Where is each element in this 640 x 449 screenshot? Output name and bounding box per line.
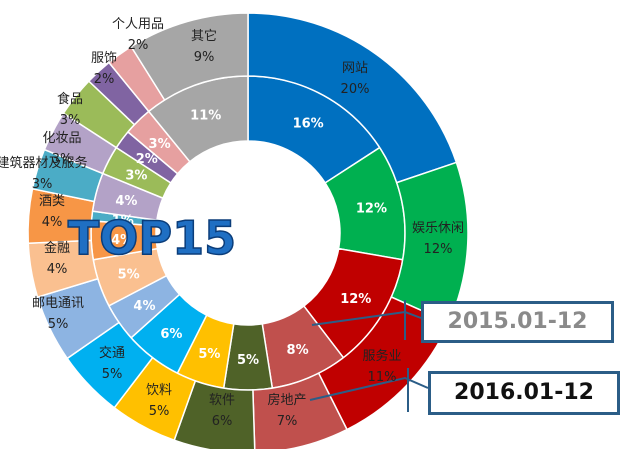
outer-value-8: 4% bbox=[47, 262, 68, 277]
outer-label-5: 饮料 5% bbox=[146, 383, 172, 419]
outer-label-11: 化妆品 3% bbox=[42, 131, 81, 167]
outer-value-9: 4% bbox=[42, 215, 63, 230]
series-2016-label: 2016.01-12 bbox=[428, 371, 620, 415]
outer-value-1: 12% bbox=[424, 242, 453, 257]
inner-value-label-15: 11% bbox=[190, 108, 221, 123]
outer-label-14: 个人用品 2% bbox=[112, 17, 164, 53]
outer-value-7: 5% bbox=[48, 317, 69, 332]
outer-category-5: 饮料 bbox=[146, 383, 172, 398]
inner-value-label-9: 4% bbox=[111, 233, 133, 248]
chart-title: TOP15 bbox=[68, 211, 236, 265]
outer-label-8: 金融 4% bbox=[44, 240, 70, 277]
outer-category-7: 邮电通讯 bbox=[32, 296, 84, 311]
inner-value-label-1: 12% bbox=[356, 202, 387, 217]
inner-value-label-4: 5% bbox=[237, 353, 259, 368]
outer-value-13: 2% bbox=[94, 72, 115, 87]
outer-category-12: 食品 bbox=[57, 91, 83, 107]
outer-label-0: 网站 20% bbox=[341, 61, 370, 97]
outer-category-14: 个人用品 bbox=[112, 17, 164, 32]
outer-value-15: 9% bbox=[194, 50, 215, 65]
inner-value-label-0: 16% bbox=[293, 116, 324, 131]
inner-value-label-12: 3% bbox=[125, 169, 147, 184]
series-2015-label: 2015.01-12 bbox=[421, 301, 614, 343]
inner-value-label-5: 5% bbox=[198, 347, 220, 362]
outer-category-6: 交通 bbox=[99, 345, 125, 361]
outer-category-3: 房地产 bbox=[267, 392, 306, 408]
outer-value-14: 2% bbox=[128, 38, 149, 53]
outer-category-13: 服饰 bbox=[91, 51, 117, 66]
outer-label-10: 建筑器材及服务 3% bbox=[0, 155, 88, 192]
outer-label-3: 房地产 7% bbox=[267, 392, 306, 429]
inner-value-label-2: 12% bbox=[340, 292, 371, 307]
outer-label-9: 酒类 4% bbox=[39, 194, 65, 230]
outer-value-4: 6% bbox=[212, 414, 233, 429]
outer-label-15: 其它 9% bbox=[191, 28, 217, 65]
labels-layer: 16%12%12%8%5%5%6%4%5%4%1%4%3%2%3%11%网站 20… bbox=[0, 17, 464, 429]
outer-value-0: 20% bbox=[341, 82, 370, 97]
leader-lines bbox=[309, 300, 429, 412]
inner-value-label-7: 4% bbox=[133, 299, 155, 314]
outer-value-12: 3% bbox=[60, 113, 81, 128]
outer-label-1: 娱乐休闲 12% bbox=[412, 221, 464, 257]
outer-slice-15 bbox=[130, 12, 249, 102]
inner-value-label-14: 3% bbox=[149, 137, 171, 152]
outer-label-4: 软件 6% bbox=[209, 393, 235, 429]
outer-label-6: 交通 5% bbox=[99, 345, 125, 382]
inner-value-label-6: 6% bbox=[160, 327, 182, 342]
slices-layer bbox=[27, 12, 469, 449]
outer-value-2: 11% bbox=[368, 370, 397, 385]
outer-label-13: 服饰 2% bbox=[91, 51, 117, 87]
inner-value-label-13: 2% bbox=[136, 152, 158, 167]
outer-value-3: 7% bbox=[277, 414, 298, 429]
inner-value-label-11: 4% bbox=[115, 194, 137, 209]
outer-category-11: 化妆品 bbox=[42, 131, 81, 146]
leader-2016 bbox=[309, 376, 429, 401]
outer-category-9: 酒类 bbox=[39, 194, 65, 209]
outer-category-15: 其它 bbox=[191, 28, 217, 44]
inner-value-label-3: 8% bbox=[287, 343, 309, 358]
outer-category-0: 网站 bbox=[342, 61, 368, 76]
inner-value-label-10: 1% bbox=[112, 213, 134, 228]
outer-value-11: 3% bbox=[52, 152, 73, 167]
outer-label-7: 邮电通讯 5% bbox=[32, 296, 84, 332]
outer-category-4: 软件 bbox=[209, 393, 235, 408]
outer-value-5: 5% bbox=[149, 404, 170, 419]
inner-value-label-8: 5% bbox=[118, 267, 140, 282]
outer-value-6: 5% bbox=[102, 367, 123, 382]
outer-value-10: 3% bbox=[32, 177, 53, 192]
outer-category-2: 服务业 bbox=[362, 348, 401, 364]
outer-category-8: 金融 bbox=[44, 240, 70, 256]
outer-category-10: 建筑器材及服务 bbox=[0, 155, 88, 171]
outer-label-2: 服务业 11% bbox=[362, 348, 401, 385]
outer-category-1: 娱乐休闲 bbox=[412, 221, 464, 236]
outer-label-12: 食品 3% bbox=[57, 91, 83, 128]
